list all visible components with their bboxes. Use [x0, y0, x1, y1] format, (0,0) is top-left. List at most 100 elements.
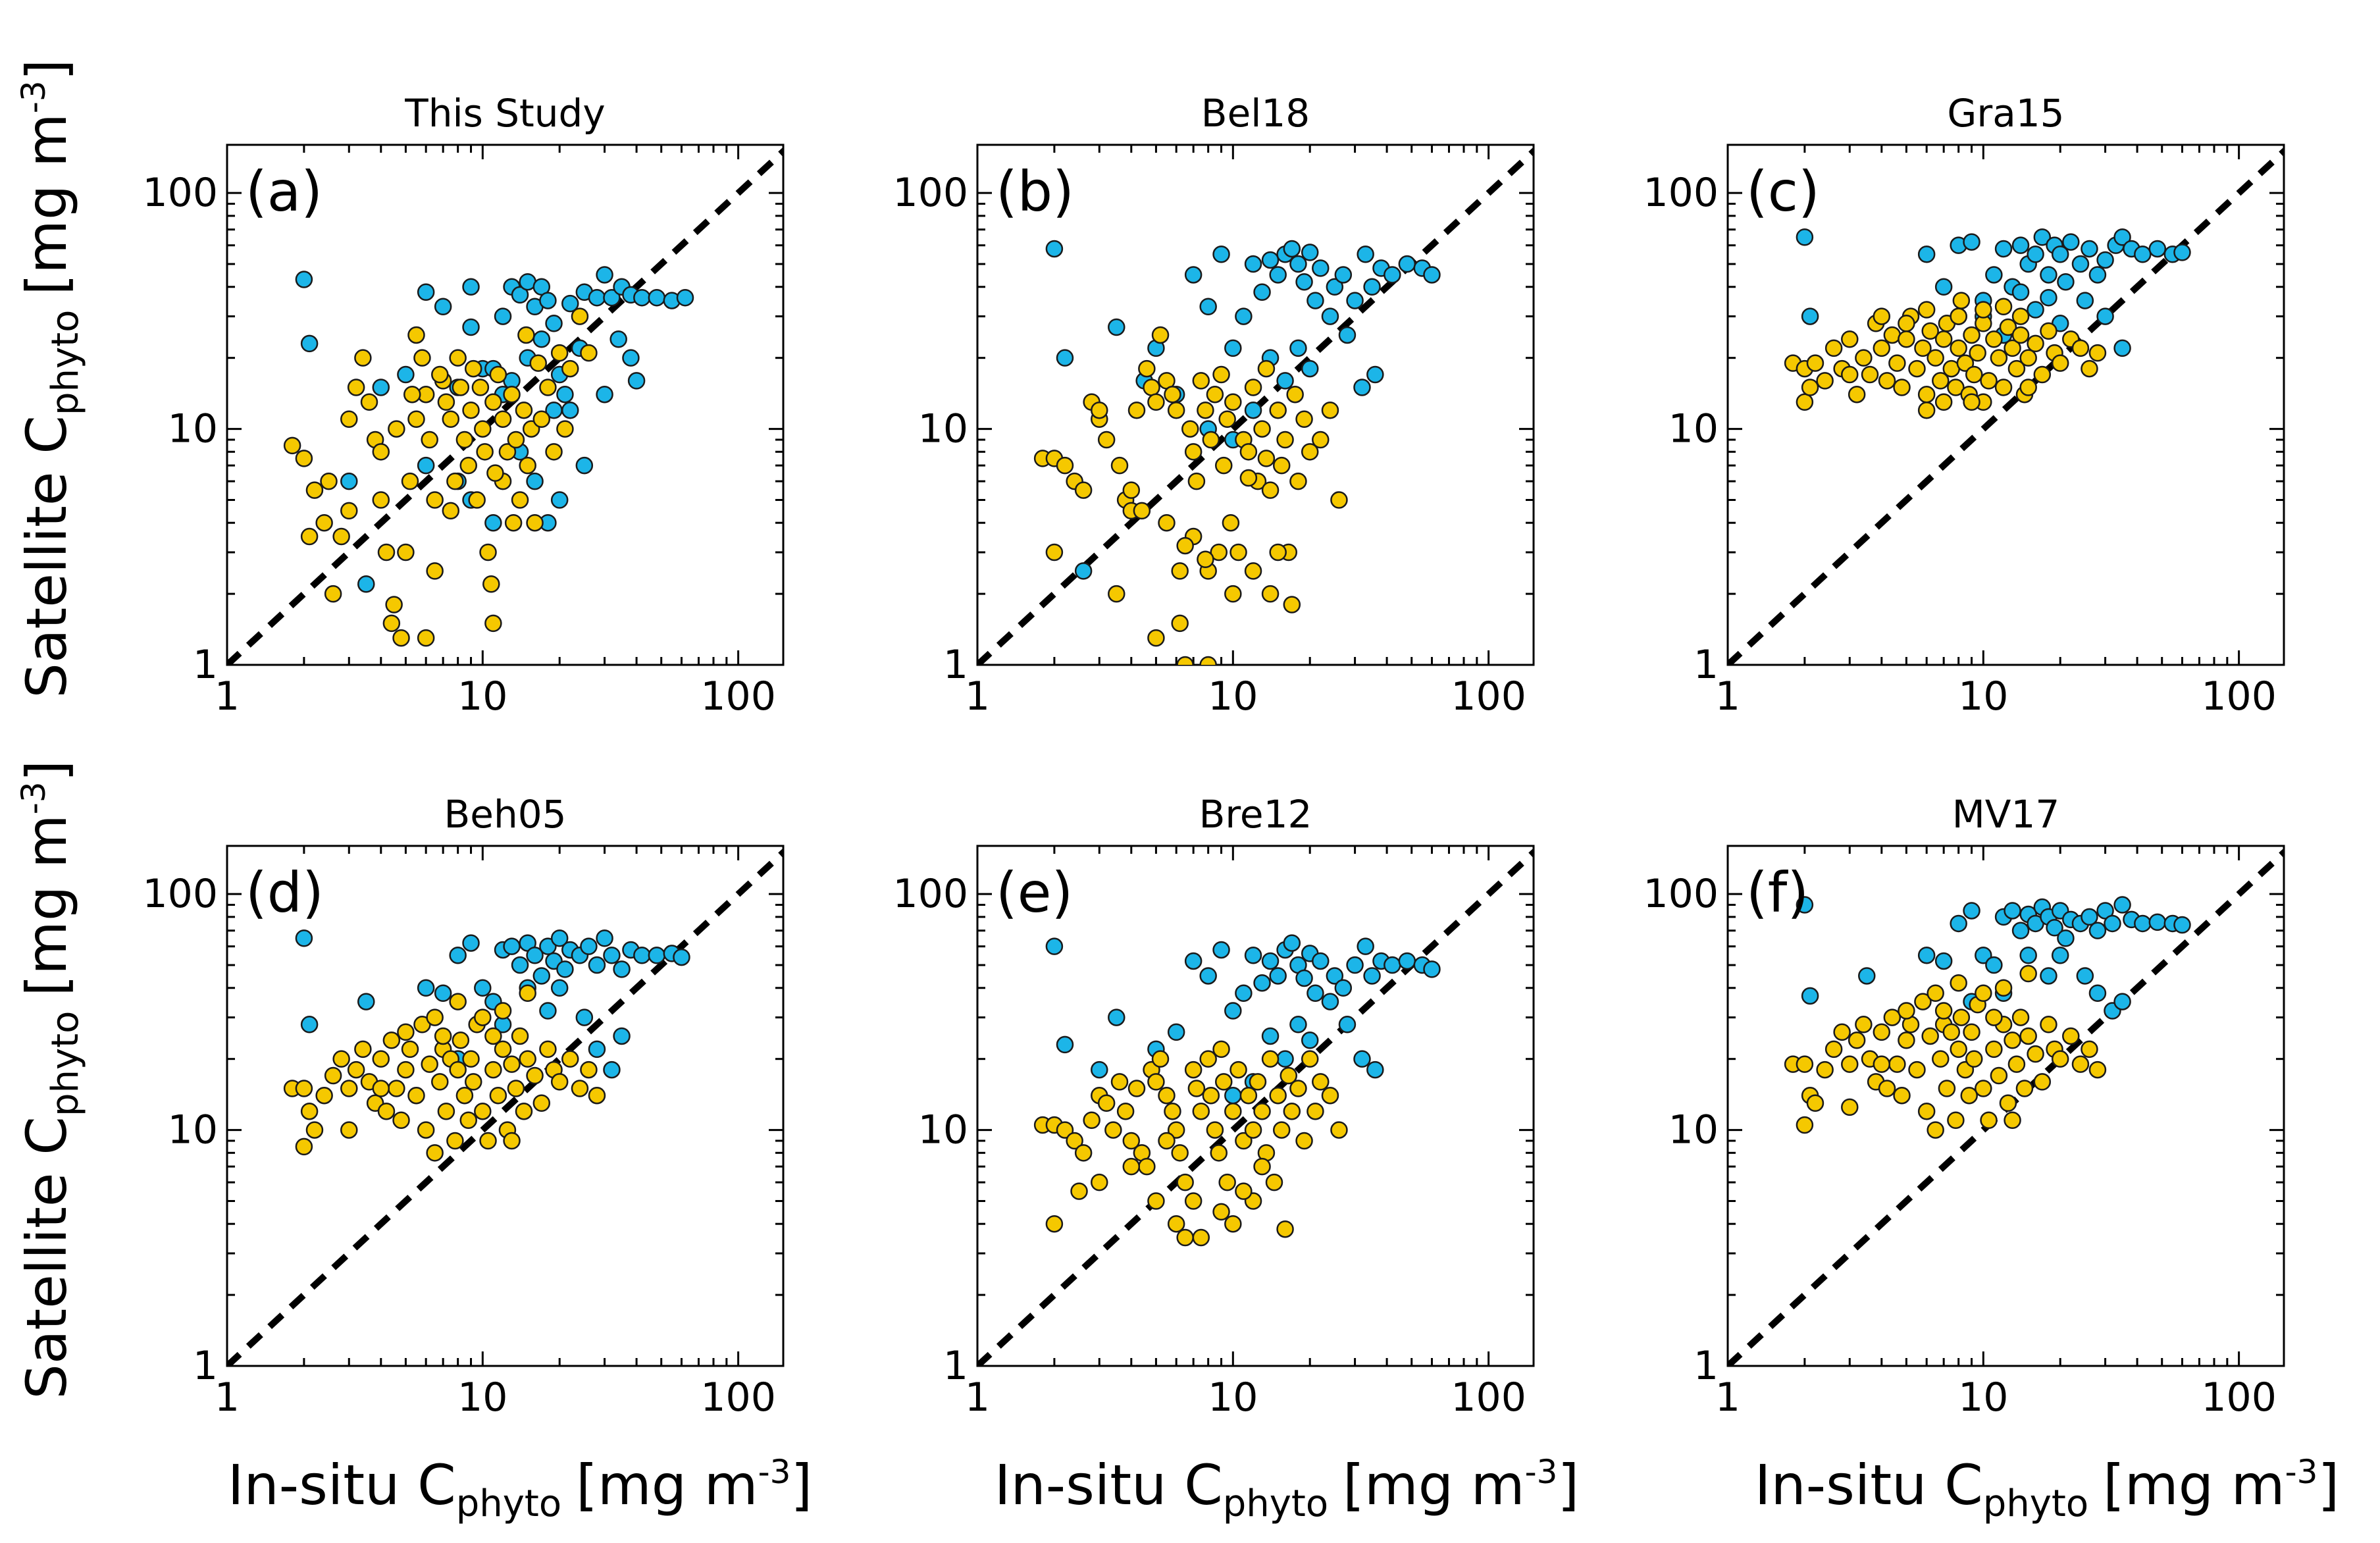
data-point-blue [484, 513, 502, 532]
data-point-yellow [2019, 349, 2037, 367]
data-point-yellow [403, 385, 421, 404]
data-point-blue [550, 979, 569, 997]
data-point-blue [603, 1060, 621, 1079]
data-point-blue [2011, 236, 2030, 254]
data-point-yellow [1980, 372, 1998, 390]
y-tick-label: 100 [892, 871, 968, 917]
x-tick-label: 10 [457, 1374, 507, 1421]
data-point-blue [1056, 349, 1074, 367]
one-to-one-line [1728, 147, 2284, 665]
x-tick-label: 10 [1208, 673, 1258, 719]
panels-group: 1 10 100 1 10 100 This Study (a) 1 10 100 1 10 100 Bel… [142, 91, 2285, 1421]
data-point-yellow [504, 513, 523, 532]
data-point-blue [2173, 244, 2191, 261]
data-point-blue [1108, 1008, 1125, 1026]
y-tick-label: 1 [193, 1343, 218, 1389]
data-point-yellow [479, 543, 497, 562]
data-point-yellow [1927, 984, 1944, 1003]
data-point-yellow [1917, 301, 1936, 319]
data-point-blue [2019, 946, 2037, 964]
data-point-blue [1212, 245, 1230, 263]
x-tick-label: 1 [965, 1374, 990, 1421]
data-point-blue [357, 575, 375, 593]
data-point-yellow [2015, 1080, 2034, 1097]
data-point-blue [1384, 956, 1401, 974]
data-point-yellow [1276, 1220, 1294, 1238]
data-point-blue [1289, 1016, 1307, 1033]
data-point-yellow [1917, 385, 1936, 404]
data-point-yellow [484, 1060, 502, 1079]
data-point-blue [1366, 365, 1384, 384]
data-point-yellow [532, 1094, 551, 1112]
data-point-blue [295, 271, 313, 288]
data-point-blue [1261, 1027, 1280, 1045]
panel-title: Bre12 [1199, 792, 1312, 837]
data-point-yellow [1074, 1144, 1093, 1162]
data-point-yellow [1138, 1157, 1156, 1176]
data-point-yellow [561, 1050, 579, 1068]
data-point-yellow [1253, 1102, 1271, 1120]
data-point-blue [2071, 255, 2090, 273]
data-point-yellow [1888, 354, 1906, 372]
data-point-blue [2057, 273, 2075, 291]
data-point-blue [2011, 922, 2030, 939]
data-point-yellow [1184, 1192, 1203, 1210]
data-point-yellow [1878, 372, 1896, 390]
data-point-yellow [1276, 431, 1294, 449]
panel-title: Beh05 [444, 792, 566, 837]
data-point-blue [1384, 266, 1401, 284]
data-point-blue [561, 401, 579, 419]
data-point-yellow [332, 527, 350, 546]
data-point-blue [2081, 908, 2098, 926]
data-point-yellow [300, 1102, 319, 1120]
data-point-yellow [1994, 379, 2013, 396]
data-point-blue [462, 278, 480, 296]
data-point-yellow [1942, 1023, 1961, 1041]
data-point-yellow [1994, 298, 2013, 315]
data-point-yellow [1841, 330, 1859, 348]
data-point-yellow [1796, 1116, 1814, 1134]
data-point-yellow [519, 984, 536, 1003]
data-point-yellow [1841, 1055, 1859, 1073]
data-point-yellow [1056, 1121, 1074, 1139]
data-point-yellow [2051, 354, 2069, 372]
data-point-yellow [1184, 443, 1203, 461]
data-point-blue [1184, 266, 1203, 284]
data-point-blue [2113, 993, 2131, 1010]
data-point-yellow [1202, 431, 1220, 449]
data-point-yellow [401, 1040, 419, 1059]
data-point-yellow [1873, 1055, 1891, 1073]
data-point-yellow [1855, 349, 1873, 367]
data-point-yellow [1963, 326, 1980, 344]
data-point-blue [676, 288, 694, 307]
data-point-yellow [2019, 1027, 2037, 1045]
data-point-yellow [1171, 562, 1189, 580]
data-point-yellow [511, 491, 529, 509]
data-point-yellow [484, 1027, 502, 1045]
data-point-yellow [413, 349, 431, 367]
data-point-yellow [2011, 307, 2030, 325]
data-point-yellow [1224, 585, 1242, 603]
data-point-blue [1212, 941, 1230, 959]
data-point-blue [556, 960, 574, 978]
data-point-yellow [1261, 481, 1280, 499]
plot-frame [1726, 845, 2285, 1367]
data-point-yellow [507, 1080, 525, 1097]
data-point-blue [1801, 987, 1819, 1005]
data-point-blue [1334, 979, 1353, 997]
data-point-blue [434, 984, 452, 1003]
y-tick-label: 10 [918, 406, 968, 452]
data-point-yellow [571, 307, 589, 325]
data-point-yellow [1187, 1080, 1206, 1097]
data-point-yellow [340, 1121, 358, 1139]
data-point-blue [588, 956, 606, 974]
x-tick-label: 100 [2201, 673, 2277, 719]
data-point-blue [1283, 240, 1301, 258]
data-point-blue [357, 993, 375, 1010]
plot-frame [226, 845, 785, 1367]
data-point-yellow [315, 513, 333, 532]
data-point-yellow [2040, 322, 2057, 340]
data-point-yellow [2088, 344, 2107, 362]
data-point-blue [1295, 273, 1313, 291]
data-point-blue [397, 365, 415, 384]
